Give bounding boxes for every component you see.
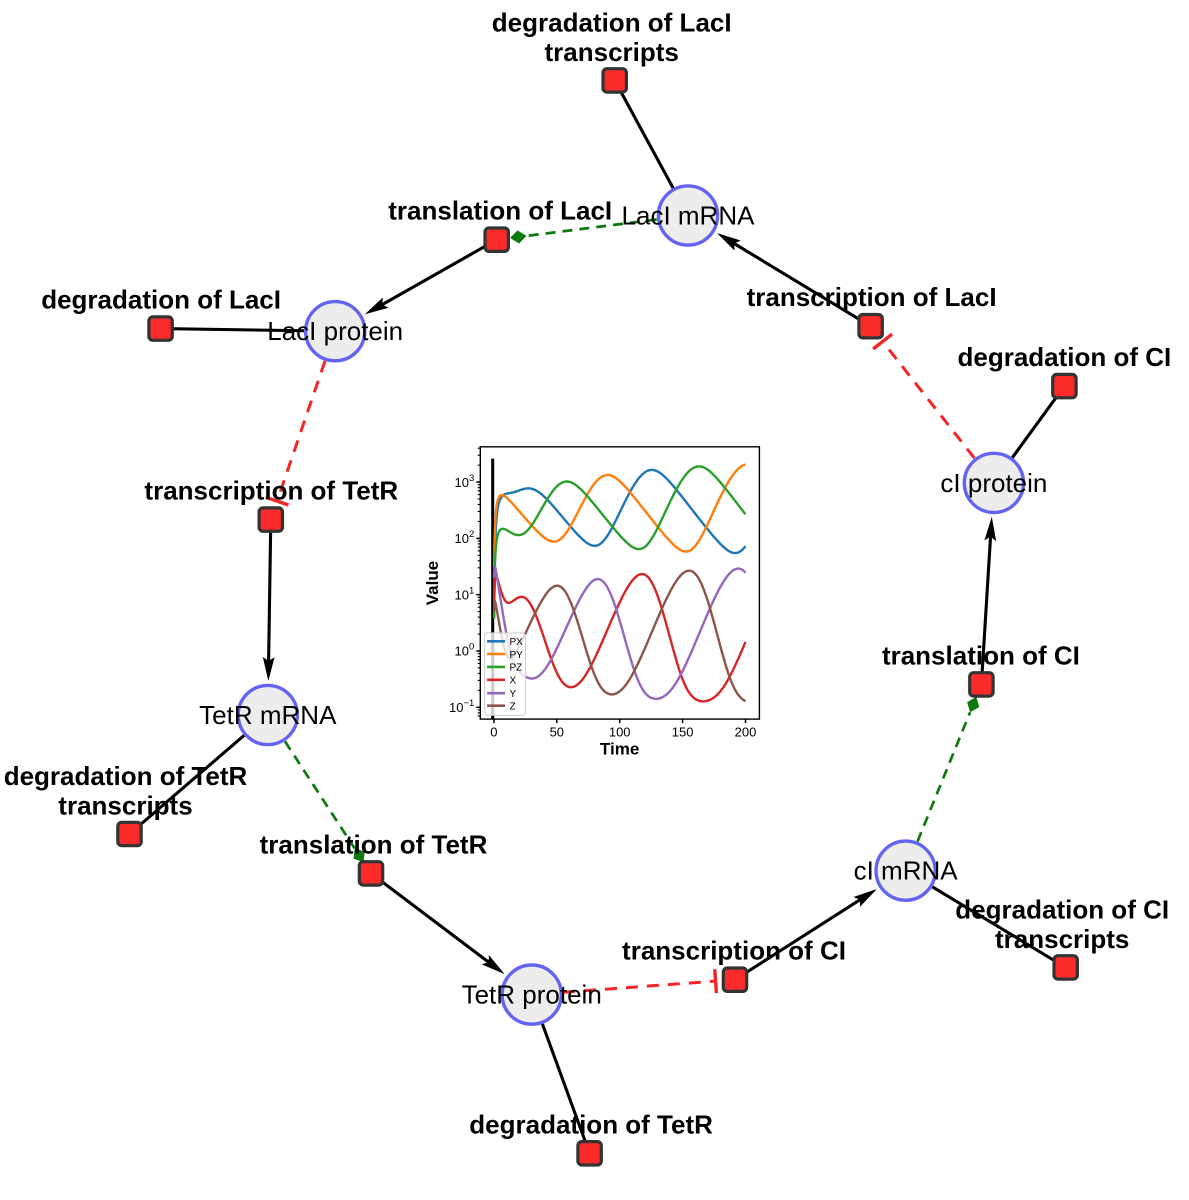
svg-text:150: 150 <box>672 725 694 740</box>
svg-text:PX: PX <box>510 637 524 648</box>
svg-text:LacI protein: LacI protein <box>267 316 403 346</box>
svg-text:degradation of LacI: degradation of LacI <box>492 8 732 38</box>
svg-text:translation of CI: translation of CI <box>882 640 1080 670</box>
svg-text:transcripts: transcripts <box>58 791 192 821</box>
svg-text:TetR mRNA: TetR mRNA <box>199 700 337 730</box>
svg-text:Y: Y <box>510 689 517 700</box>
svg-text:translation of LacI: translation of LacI <box>388 196 612 226</box>
svg-text:0: 0 <box>490 725 497 740</box>
svg-text:degradation of TetR: degradation of TetR <box>4 761 248 791</box>
svg-text:degradation of CI: degradation of CI <box>955 895 1169 925</box>
svg-text:100: 100 <box>609 725 631 740</box>
svg-text:Value: Value <box>423 561 442 605</box>
svg-text:Z: Z <box>510 702 516 713</box>
svg-text:cI mRNA: cI mRNA <box>854 856 959 886</box>
svg-text:transcription of TetR: transcription of TetR <box>144 476 398 506</box>
svg-text:degradation of CI: degradation of CI <box>958 342 1172 372</box>
svg-text:Time: Time <box>600 739 639 758</box>
svg-text:TetR protein: TetR protein <box>462 980 602 1010</box>
svg-text:X: X <box>510 676 517 687</box>
svg-text:transcription of CI: transcription of CI <box>622 936 846 966</box>
svg-text:200: 200 <box>735 725 757 740</box>
svg-text:50: 50 <box>550 725 564 740</box>
svg-text:transcripts: transcripts <box>995 924 1129 954</box>
svg-text:transcripts: transcripts <box>545 37 679 67</box>
svg-text:degradation of LacI: degradation of LacI <box>41 285 281 315</box>
svg-text:LacI mRNA: LacI mRNA <box>622 200 756 230</box>
svg-text:degradation of TetR: degradation of TetR <box>469 1109 713 1139</box>
svg-text:transcription of LacI: transcription of LacI <box>747 282 997 312</box>
svg-text:translation of TetR: translation of TetR <box>260 829 488 859</box>
svg-text:PZ: PZ <box>510 663 523 674</box>
svg-text:PY: PY <box>510 650 524 661</box>
svg-text:cI protein: cI protein <box>940 468 1047 498</box>
